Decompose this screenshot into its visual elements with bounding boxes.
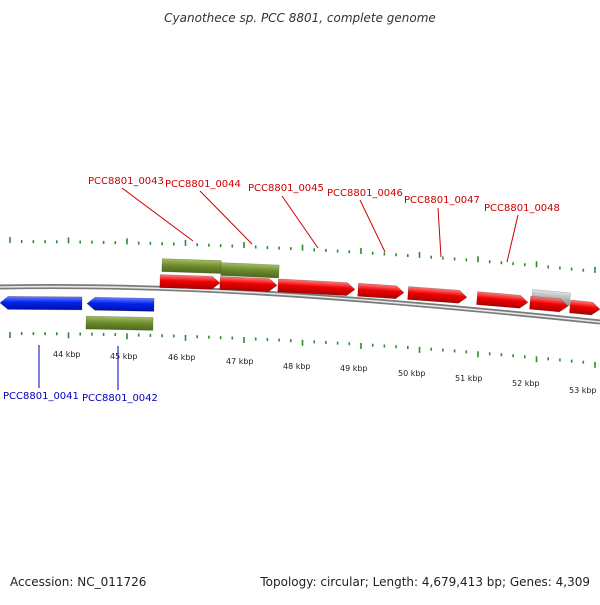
forward-gene[interactable]: [219, 276, 278, 292]
reverse-gene[interactable]: [0, 296, 83, 311]
forward-gene[interactable]: [407, 286, 468, 304]
gene-leader-line: [199, 190, 253, 245]
forward-gene[interactable]: [569, 299, 600, 316]
gene-leader-line: [506, 214, 519, 263]
scale-label: 47 kbp: [226, 357, 254, 366]
scale-label: 44 kbp: [53, 350, 81, 359]
forward-gene[interactable]: [357, 282, 405, 300]
scale-label: 52 kbp: [512, 379, 540, 388]
accession-label: Accession: NC_011726: [10, 575, 146, 589]
olive-feature-body: [85, 315, 154, 331]
leader-lines: [38, 187, 519, 390]
scale-label: 46 kbp: [168, 353, 196, 362]
gene-leader-line: [281, 195, 319, 249]
gene-leader-line: [437, 207, 442, 258]
gene-label-pcc8801-0041[interactable]: PCC8801_0041: [3, 391, 79, 402]
gene-label-pcc8801-0048[interactable]: PCC8801_0048: [484, 203, 560, 214]
scale-label: 48 kbp: [283, 362, 311, 371]
forward-gene[interactable]: [277, 278, 356, 296]
olive-feature-body: [161, 258, 222, 274]
scale-labels: 44 kbp 45 kbp 46 kbp 47 kbp 48 kbp 49 kbp 50 k…: [53, 350, 597, 395]
gene-labels: PCC8801_0043 PCC8801_0044 PCC8801_0045 PCC8…: [3, 176, 560, 404]
top-tick-ruler: [9, 237, 596, 273]
forward-gene[interactable]: [476, 291, 529, 309]
genome-summary: Topology: circular; Length: 4,679,413 bp…: [259, 575, 590, 589]
gene-label-pcc8801-0047[interactable]: PCC8801_0047: [404, 195, 480, 206]
forward-gene[interactable]: [529, 295, 569, 313]
olive-feature[interactable]: [85, 315, 154, 331]
scale-label: 50 kbp: [398, 369, 426, 378]
gene-label-pcc8801-0044[interactable]: PCC8801_0044: [165, 179, 241, 190]
olive-feature[interactable]: [220, 262, 280, 279]
bottom-tick-ruler: [9, 332, 596, 368]
gene-leader-line: [121, 187, 194, 242]
scale-label: 49 kbp: [340, 364, 368, 373]
genome-backbone-highlight: [0, 285, 600, 323]
features-layer: [0, 258, 600, 331]
gene-label-pcc8801-0043[interactable]: PCC8801_0043: [88, 176, 164, 187]
map-title: Cyanothece sp. PCC 8801, complete genome: [164, 11, 436, 25]
gene-label-pcc8801-0045[interactable]: PCC8801_0045: [248, 183, 324, 194]
gene-label-pcc8801-0046[interactable]: PCC8801_0046: [327, 188, 403, 199]
scale-label: 51 kbp: [455, 374, 483, 383]
olive-feature[interactable]: [161, 258, 222, 274]
scale-label: 53 kbp: [569, 386, 597, 395]
forward-gene[interactable]: [159, 274, 221, 290]
gene-leader-line: [359, 199, 386, 253]
gene-label-pcc8801-0042[interactable]: PCC8801_0042: [82, 393, 158, 404]
olive-feature-body: [220, 262, 280, 279]
reverse-gene[interactable]: [86, 296, 155, 312]
scale-label: 45 kbp: [110, 352, 138, 361]
